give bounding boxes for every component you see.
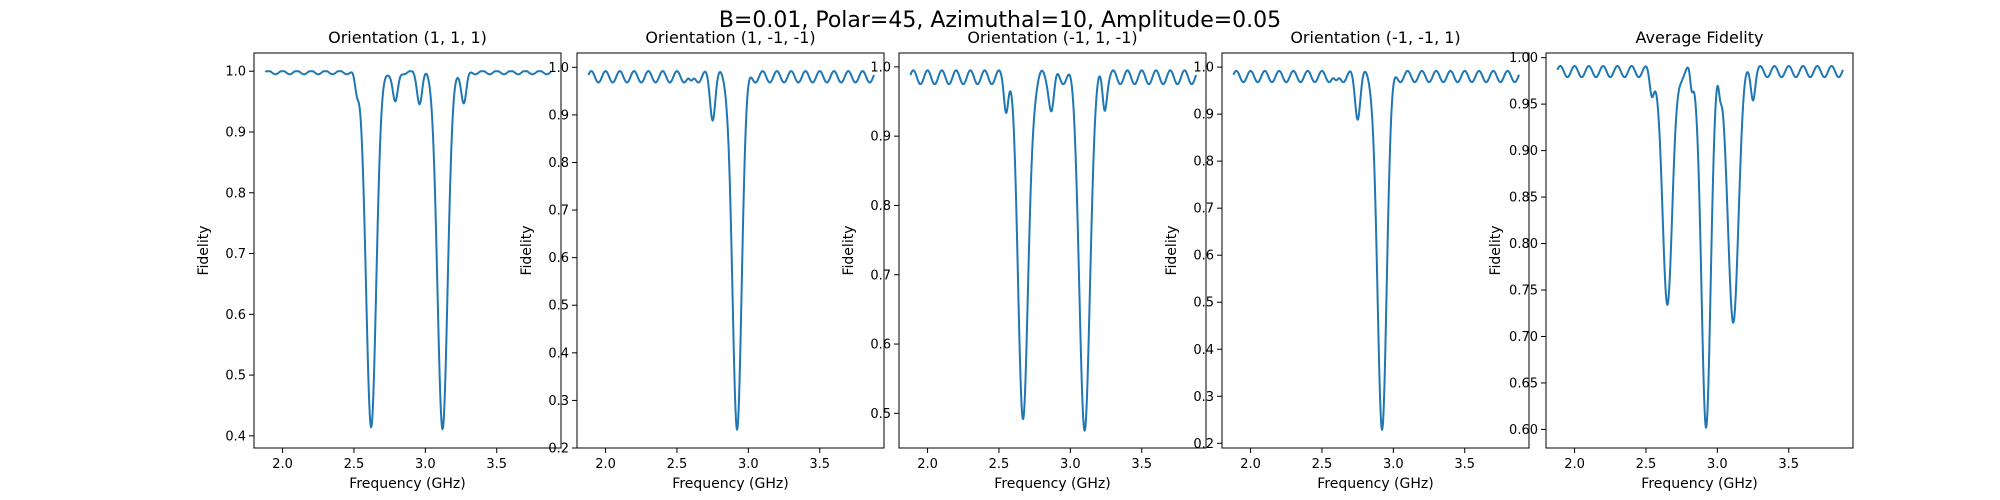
fidelity-series-line	[264, 70, 552, 431]
y-axis-label: Fidelity	[841, 226, 857, 276]
y-tick-label: 0.8	[225, 186, 246, 201]
subplot-3: Orientation (-1, 1, -1) 2.0 2.5 3.0 3.5 0.5 0.…	[841, 28, 1207, 492]
y-tick-label: 1.0	[548, 61, 569, 76]
plot-frame	[576, 52, 885, 449]
y-tick-label: 0.4	[548, 346, 569, 361]
x-tick-label: 3.0	[1707, 457, 1728, 472]
x-tick-label: 3.5	[486, 457, 507, 472]
x-tick-label: 3.0	[1060, 457, 1081, 472]
y-tick-label: 0.7	[548, 204, 569, 219]
subplot-1: Orientation (1, 1, 1) 2.0 2.5 3.0 3.5 0.4 0.5 0…	[196, 28, 562, 492]
fidelity-series-line	[909, 69, 1197, 432]
x-tick-label: 2.5	[344, 457, 365, 472]
x-tick-label: 3.0	[1383, 457, 1404, 472]
y-tick-label: 0.9	[548, 108, 569, 123]
x-tick-label: 3.0	[738, 457, 759, 472]
x-tick-label: 2.0	[595, 457, 616, 472]
y-tick-label: 0.70	[1509, 330, 1538, 345]
x-tick-label: 2.5	[667, 457, 688, 472]
x-tick-label: 2.5	[1312, 457, 1333, 472]
y-tick-label: 0.5	[225, 369, 246, 384]
y-tick-label: 0.8	[548, 156, 569, 171]
x-axis-label: Frequency (GHz)	[1641, 476, 1757, 492]
x-tick-label: 2.0	[917, 457, 938, 472]
plot-frame	[253, 52, 562, 449]
x-tick-label: 2.0	[272, 457, 293, 472]
y-tick-label: 0.6	[225, 308, 246, 323]
y-tick-label: 0.6	[548, 251, 569, 266]
y-tick-label: 0.60	[1509, 423, 1538, 438]
y-tick-label: 0.80	[1509, 237, 1538, 252]
y-tick-label: 1.0	[1193, 61, 1214, 76]
y-tick-label: 1.0	[225, 65, 246, 80]
y-tick-label: 0.5	[548, 299, 569, 314]
y-tick-label: 0.4	[225, 429, 246, 444]
y-tick-label: 0.7	[225, 247, 246, 262]
figure-suptitle: B=0.01, Polar=45, Azimuthal=10, Amplitud…	[719, 8, 1281, 33]
y-tick-label: 0.4	[1193, 343, 1214, 358]
y-tick-label: 0.95	[1509, 98, 1538, 113]
y-tick-label: 0.9	[225, 126, 246, 141]
x-tick-label: 2.5	[989, 457, 1010, 472]
y-axis-label: Fidelity	[519, 226, 535, 276]
y-tick-label: 0.5	[870, 407, 891, 422]
plot-frame	[1221, 52, 1530, 449]
y-tick-label: 0.85	[1509, 191, 1538, 206]
fidelity-series-line	[587, 70, 875, 431]
y-axis-label: Fidelity	[196, 226, 212, 276]
plot-frame	[1545, 52, 1854, 449]
y-tick-label: 0.2	[548, 442, 569, 457]
x-tick-label: 3.0	[415, 457, 436, 472]
subplot-2: Orientation (1, -1, -1) 2.0 2.5 3.0 3.5 0.2 0.…	[519, 28, 885, 492]
subplot-4: Orientation (-1, -1, 1) 2.0 2.5 3.0 3.5 0.2 0.…	[1164, 28, 1530, 492]
x-tick-label: 3.5	[1778, 457, 1799, 472]
y-axis-label: Fidelity	[1164, 226, 1180, 276]
y-tick-label: 0.75	[1509, 284, 1538, 299]
y-tick-label: 1.0	[870, 60, 891, 75]
subplot-title: Orientation (-1, -1, 1)	[1290, 28, 1460, 47]
y-tick-label: 0.6	[1193, 249, 1214, 264]
subplot-5: Average Fidelity 2.0 2.5 3.0 3.5 0.60 0.65 0.70…	[1488, 28, 1854, 492]
y-tick-label: 0.3	[1193, 390, 1214, 405]
subplot-title: Orientation (1, -1, -1)	[645, 28, 815, 47]
y-tick-label: 0.2	[1193, 437, 1214, 452]
y-tick-label: 0.90	[1509, 144, 1538, 159]
x-tick-label: 2.5	[1636, 457, 1657, 472]
x-tick-label: 2.0	[1564, 457, 1585, 472]
subplot-title: Average Fidelity	[1636, 28, 1764, 47]
y-tick-label: 0.65	[1509, 376, 1538, 391]
y-tick-label: 0.5	[1193, 296, 1214, 311]
x-axis-label: Frequency (GHz)	[349, 476, 465, 492]
x-tick-label: 3.5	[1131, 457, 1152, 472]
fidelity-series-line	[1556, 65, 1844, 429]
subplot-title: Orientation (-1, 1, -1)	[967, 28, 1137, 47]
x-tick-label: 2.0	[1240, 457, 1261, 472]
y-tick-label: 0.6	[870, 338, 891, 353]
y-tick-label: 0.8	[870, 199, 891, 214]
fidelity-series-line	[1232, 69, 1520, 431]
y-tick-label: 0.7	[1193, 202, 1214, 217]
x-axis-label: Frequency (GHz)	[994, 476, 1110, 492]
y-tick-label: 0.8	[1193, 155, 1214, 170]
y-tick-label: 0.9	[870, 130, 891, 145]
x-axis-label: Frequency (GHz)	[672, 476, 788, 492]
y-tick-label: 1.00	[1509, 51, 1538, 66]
x-tick-label: 3.5	[809, 457, 830, 472]
y-tick-label: 0.3	[548, 394, 569, 409]
y-tick-label: 0.7	[870, 268, 891, 283]
x-axis-label: Frequency (GHz)	[1317, 476, 1433, 492]
plot-frame	[898, 52, 1207, 449]
y-tick-label: 0.9	[1193, 108, 1214, 123]
x-tick-label: 3.5	[1454, 457, 1475, 472]
y-axis-label: Fidelity	[1488, 226, 1504, 276]
subplot-title: Orientation (1, 1, 1)	[328, 28, 487, 47]
subplots-container: Orientation (1, 1, 1) 2.0 2.5 3.0 3.5 0.4 0.5 0…	[196, 28, 1854, 492]
